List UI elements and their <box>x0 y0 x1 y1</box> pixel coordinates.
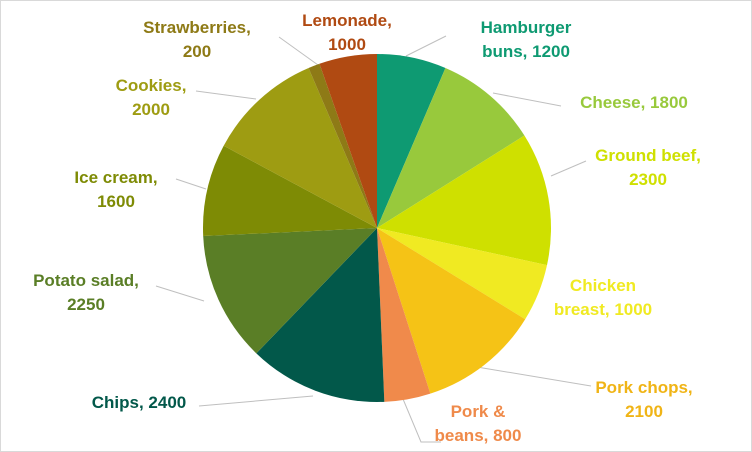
pie-slice-cookies <box>223 68 377 228</box>
data-label-line: 1000 <box>328 35 366 54</box>
data-label-line: 2100 <box>625 402 663 421</box>
pie-slice-pork-chops <box>377 228 526 394</box>
pie-slices <box>203 54 551 403</box>
data-labels: Hamburger buns, 1200 Cheese, 1800 Ground be… <box>33 11 701 445</box>
data-label-line: Potato salad, <box>33 271 139 290</box>
data-label-cookies: Cookies, 2000 <box>116 76 187 119</box>
data-label-line: breast, 1000 <box>554 300 652 319</box>
data-label-line: 2000 <box>132 100 170 119</box>
pie-slice-potato-salad <box>203 228 377 354</box>
data-label-line: Strawberries, <box>143 18 251 37</box>
data-label-lemonade: Lemonade, 1000 <box>302 11 392 54</box>
data-label-line: 1600 <box>97 192 135 211</box>
leader-line <box>278 36 319 66</box>
data-label-line: Chicken <box>570 276 636 295</box>
data-label-line: 200 <box>183 42 211 61</box>
data-label-cheese: Cheese, 1800 <box>580 93 688 112</box>
pie-slice-ice-cream <box>203 145 377 237</box>
data-label-ice-cream: Ice cream, 1600 <box>74 168 157 211</box>
leader-lines <box>155 35 592 443</box>
leader-line <box>155 285 205 302</box>
pie-slice-cheese <box>377 68 525 228</box>
data-label-line: beans, 800 <box>435 426 522 445</box>
data-label-line: 2300 <box>629 170 667 189</box>
data-label-line: Lemonade, <box>302 11 392 30</box>
data-label-strawberries: Strawberries, 200 <box>143 18 251 61</box>
data-label-line: 2250 <box>67 295 105 314</box>
data-label-line: Ice cream, <box>74 168 157 187</box>
data-label-pork-beans: Pork & beans, 800 <box>435 402 522 445</box>
pie-slice-hamburger-buns <box>377 54 446 228</box>
data-label-pork-chops: Pork chops, 2100 <box>595 378 692 421</box>
data-label-line: buns, 1200 <box>482 42 570 61</box>
pie-slice-lemonade <box>319 54 377 228</box>
pie-slice-pork-beans <box>377 228 431 402</box>
data-label-line: Pork & <box>451 402 506 421</box>
data-label-line: Cheese, 1800 <box>580 93 688 112</box>
leader-line <box>405 35 447 57</box>
data-label-chips: Chips, 2400 <box>92 393 187 412</box>
data-label-line: Chips, 2400 <box>92 393 187 412</box>
data-label-chicken-breast: Chicken breast, 1000 <box>554 276 652 319</box>
data-label-potato-salad: Potato salad, 2250 <box>33 271 139 314</box>
pie-slice-strawberries <box>308 63 377 228</box>
data-label-ground-beef: Ground beef, 2300 <box>595 146 701 189</box>
pie-slice-chips <box>256 228 385 403</box>
pie-slice-ground-beef <box>377 135 551 266</box>
data-label-line: Hamburger <box>481 18 572 37</box>
pie-slice-chicken-breast <box>377 228 547 320</box>
leader-line <box>175 178 207 190</box>
data-label-line: Pork chops, <box>595 378 692 397</box>
leader-line <box>198 395 314 407</box>
leader-line <box>492 92 562 107</box>
leader-line <box>550 160 587 177</box>
data-label-hamburger-buns: Hamburger buns, 1200 <box>481 18 572 61</box>
data-label-line: Cookies, <box>116 76 187 95</box>
leader-line <box>195 90 257 100</box>
data-label-line: Ground beef, <box>595 146 701 165</box>
leader-line <box>402 398 441 443</box>
leader-line <box>470 365 592 387</box>
